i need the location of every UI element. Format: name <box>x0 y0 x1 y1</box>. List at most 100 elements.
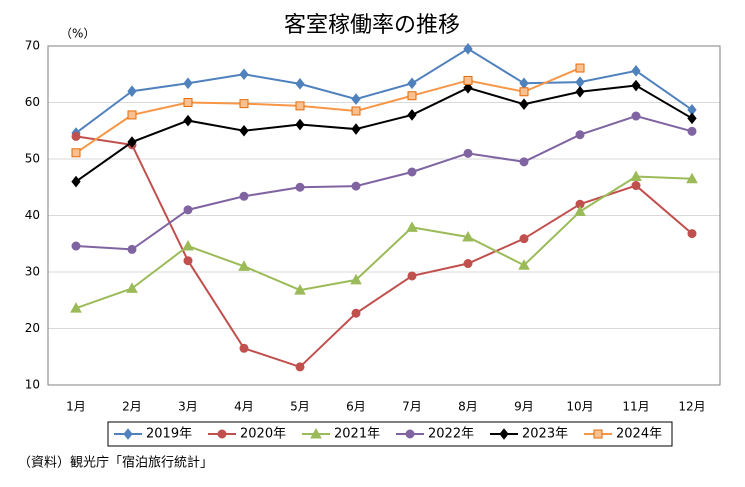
data-point <box>183 256 193 266</box>
legend-label: 2020年 <box>240 427 286 442</box>
data-point <box>351 123 361 135</box>
data-point <box>295 78 305 90</box>
data-point <box>687 112 697 125</box>
legend-label: 2024年 <box>616 427 662 442</box>
legend-marker <box>310 427 322 439</box>
y-tick-label: 70 <box>25 39 40 53</box>
x-tick-label: 3月 <box>178 400 198 414</box>
data-point <box>575 63 585 73</box>
y-tick-label: 60 <box>25 95 40 109</box>
data-point <box>518 259 530 270</box>
data-point <box>407 167 417 177</box>
x-tick-label: 8月 <box>458 400 478 414</box>
y-tick-label: 20 <box>25 321 40 335</box>
data-point <box>631 111 641 121</box>
data-point <box>519 98 529 110</box>
data-point <box>631 181 641 191</box>
data-point <box>351 308 361 318</box>
data-point <box>463 148 473 158</box>
data-point <box>574 205 586 217</box>
data-point <box>127 136 137 148</box>
data-point <box>463 75 473 85</box>
x-tick-label: 12月 <box>678 400 705 414</box>
data-point <box>239 191 249 201</box>
series-line <box>75 67 581 154</box>
data-point <box>183 98 193 107</box>
data-point <box>71 148 81 158</box>
data-point <box>239 68 249 81</box>
data-point <box>239 343 249 353</box>
data-point <box>630 170 642 182</box>
data-point <box>463 43 473 55</box>
data-point <box>407 91 417 101</box>
data-point <box>407 77 417 90</box>
y-tick-label: 30 <box>25 265 40 279</box>
plot-border <box>47 45 721 386</box>
data-point <box>687 126 697 136</box>
data-point <box>71 175 81 188</box>
data-point <box>295 362 305 372</box>
data-point <box>575 130 585 140</box>
legend-marker <box>217 429 227 439</box>
series-line <box>75 84 693 183</box>
y-tick-label: 40 <box>25 208 40 222</box>
data-point <box>71 241 81 251</box>
series-line <box>75 115 693 251</box>
data-point <box>295 182 305 192</box>
legend-box <box>107 421 673 447</box>
data-point <box>183 205 193 215</box>
x-tick-label: 7月 <box>402 400 422 414</box>
y-unit-label: （%） <box>60 27 95 41</box>
data-point <box>687 229 697 239</box>
data-point <box>463 82 473 94</box>
data-point <box>406 221 418 232</box>
series-line <box>75 135 693 369</box>
data-point <box>182 239 194 251</box>
legend-label: 2021年 <box>334 427 380 442</box>
source-note: （資料）観光庁「宿泊旅行統計」 <box>18 455 213 471</box>
data-point <box>351 106 361 116</box>
data-point <box>686 172 698 184</box>
data-point <box>183 114 193 127</box>
x-tick-label: 6月 <box>346 400 366 414</box>
x-tick-label: 10月 <box>566 400 593 414</box>
data-point <box>127 244 137 254</box>
y-tick-label: 10 <box>25 378 40 392</box>
data-point <box>127 110 137 120</box>
data-point <box>238 260 250 271</box>
x-tick-label: 4月 <box>234 400 254 414</box>
data-point <box>295 101 305 111</box>
x-tick-label: 11月 <box>622 400 649 414</box>
data-point <box>407 109 417 121</box>
data-point <box>462 230 474 242</box>
data-point <box>239 124 249 137</box>
x-tick-label: 5月 <box>290 400 310 414</box>
data-point <box>463 259 473 269</box>
data-point <box>631 65 641 77</box>
data-point <box>71 131 81 141</box>
legend-label: 2022年 <box>428 427 474 442</box>
legend-marker <box>405 429 415 439</box>
x-tick-label: 9月 <box>514 400 534 414</box>
data-point <box>126 282 138 293</box>
chart-title: 客室稼働率の推移 <box>284 13 460 38</box>
data-point <box>127 85 137 98</box>
data-point <box>519 87 529 97</box>
data-point <box>351 93 361 105</box>
data-point <box>294 284 306 295</box>
series-line <box>75 47 693 134</box>
series-line <box>75 175 693 310</box>
legend-marker <box>593 429 603 439</box>
data-point <box>519 234 529 244</box>
x-tick-label: 2月 <box>122 400 142 414</box>
data-point <box>631 79 641 92</box>
legend-label: 2019年 <box>146 427 192 442</box>
data-point <box>295 118 305 131</box>
data-point <box>519 157 529 167</box>
y-tick-label: 50 <box>25 152 40 166</box>
data-point <box>407 271 417 281</box>
data-point <box>183 77 193 90</box>
data-point <box>351 181 361 191</box>
